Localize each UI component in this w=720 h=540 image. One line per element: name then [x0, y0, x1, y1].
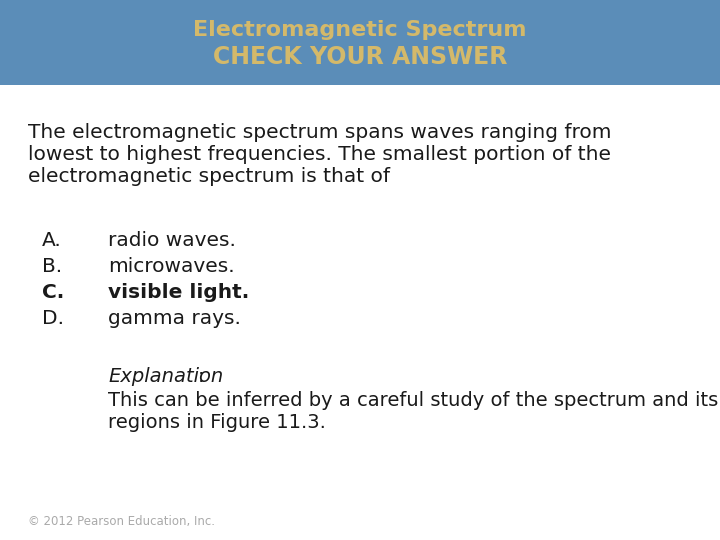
Text: B.: B. [42, 257, 62, 276]
Text: visible light.: visible light. [108, 283, 249, 302]
Bar [0, 0, 720, 85]
Text: electromagnetic spectrum is that of: electromagnetic spectrum is that of [28, 167, 390, 186]
Text: regions in Figure 11.3.: regions in Figure 11.3. [108, 413, 326, 432]
Text: This can be inferred by a careful study of the spectrum and its: This can be inferred by a careful study … [108, 391, 719, 410]
Text: C.: C. [42, 283, 64, 302]
Text: Electromagnetic Spectrum: Electromagnetic Spectrum [193, 19, 527, 39]
Text: radio waves.: radio waves. [108, 231, 236, 250]
Text: :: : [198, 367, 204, 386]
Text: gamma rays.: gamma rays. [108, 309, 241, 328]
Text: D.: D. [42, 309, 64, 328]
Text: CHECK YOUR ANSWER: CHECK YOUR ANSWER [213, 44, 507, 69]
Text: Explanation: Explanation [108, 367, 223, 386]
Text: lowest to highest frequencies. The smallest portion of the: lowest to highest frequencies. The small… [28, 145, 611, 164]
Text: © 2012 Pearson Education, Inc.: © 2012 Pearson Education, Inc. [28, 515, 215, 528]
Text: A.: A. [42, 231, 62, 250]
Text: microwaves.: microwaves. [108, 257, 235, 276]
Text: The electromagnetic spectrum spans waves ranging from: The electromagnetic spectrum spans waves… [28, 123, 611, 142]
